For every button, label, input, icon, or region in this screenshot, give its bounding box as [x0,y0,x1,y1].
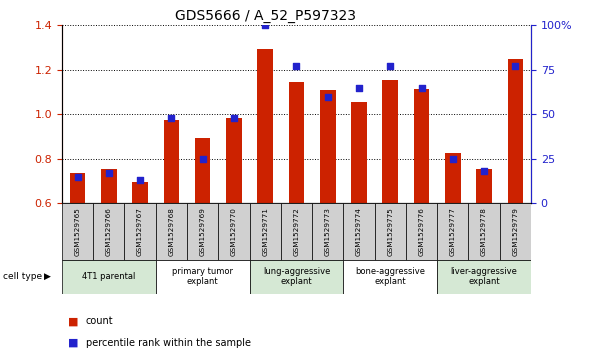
Bar [312,203,343,260]
Point [229,115,238,121]
Text: GSM1529774: GSM1529774 [356,207,362,256]
Text: GSM1529769: GSM1529769 [199,207,206,256]
Text: GSM1529776: GSM1529776 [418,207,425,256]
Bar [93,203,124,260]
Text: GSM1529778: GSM1529778 [481,207,487,256]
Bar [195,138,211,203]
Point [479,168,489,174]
Bar [414,89,430,203]
Point [354,85,363,90]
Bar [62,260,156,294]
Text: primary tumor
explant: primary tumor explant [172,267,233,286]
Bar [62,203,93,260]
Bar [382,80,398,203]
Bar [437,260,531,294]
Point [323,94,333,99]
Bar [343,203,375,260]
Text: lung-aggressive
explant: lung-aggressive explant [263,267,330,286]
Bar [476,169,492,203]
Bar [375,203,406,260]
Text: GSM1529773: GSM1529773 [324,207,331,256]
Text: GSM1529770: GSM1529770 [231,207,237,256]
Bar [406,203,437,260]
Bar [70,173,86,203]
Text: ■: ■ [68,338,78,348]
Text: 4T1 parental: 4T1 parental [82,272,136,281]
Point [135,177,145,183]
Bar [163,120,179,203]
Text: GSM1529768: GSM1529768 [168,207,175,256]
Point [104,170,113,176]
Bar [250,203,281,260]
Point [166,115,176,121]
Bar [132,182,148,203]
Bar [156,260,250,294]
Point [291,64,301,69]
Text: GSM1529775: GSM1529775 [387,207,394,256]
Bar [226,118,242,203]
Bar [320,90,336,203]
Bar [156,203,187,260]
Text: bone-aggressive
explant: bone-aggressive explant [355,267,425,286]
Bar [437,203,468,260]
Text: cell type: cell type [3,272,42,281]
Bar [289,82,304,203]
Text: GSM1529779: GSM1529779 [512,207,519,256]
Point [73,174,82,180]
Point [417,85,426,90]
Point [198,156,208,162]
Bar [507,59,523,203]
Text: GDS5666 / A_52_P597323: GDS5666 / A_52_P597323 [175,9,356,23]
Bar [468,203,500,260]
Point [386,64,395,69]
Bar [187,203,218,260]
Bar [500,203,531,260]
Bar [445,153,461,203]
Text: GSM1529767: GSM1529767 [137,207,143,256]
Bar [351,102,367,203]
Bar [281,203,312,260]
Text: GSM1529765: GSM1529765 [74,207,81,256]
Text: ▶: ▶ [44,272,51,281]
Text: GSM1529777: GSM1529777 [450,207,456,256]
Point [260,23,270,28]
Bar [343,260,437,294]
Point [448,156,458,162]
Bar [257,49,273,203]
Text: GSM1529766: GSM1529766 [106,207,112,256]
Point [510,64,520,69]
Bar [250,260,343,294]
Text: GSM1529772: GSM1529772 [293,207,300,256]
Text: count: count [86,316,113,326]
Bar [101,169,117,203]
Text: GSM1529771: GSM1529771 [262,207,268,256]
Text: ■: ■ [68,316,78,326]
Text: liver-aggressive
explant: liver-aggressive explant [451,267,517,286]
Bar [124,203,156,260]
Text: percentile rank within the sample: percentile rank within the sample [86,338,251,348]
Bar [218,203,250,260]
